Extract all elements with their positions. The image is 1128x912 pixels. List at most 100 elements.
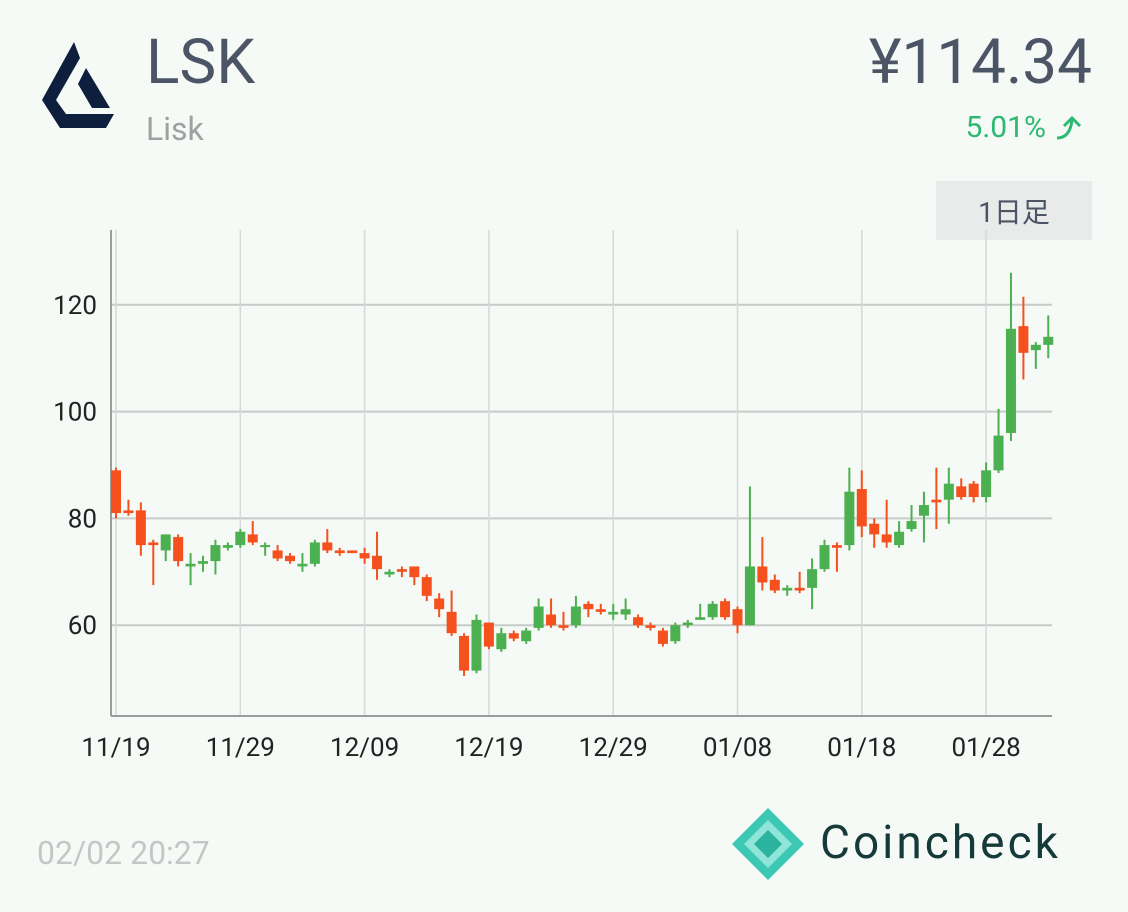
timestamp: 02/02 20:27	[37, 834, 210, 872]
candle-body	[831, 545, 842, 548]
candle-body	[260, 545, 271, 548]
candle-body	[533, 606, 544, 628]
y-tick-label: 120	[53, 291, 97, 321]
y-tick-label: 100	[53, 398, 97, 428]
interval-button[interactable]: 1日足	[936, 181, 1092, 240]
candle-body	[297, 563, 308, 567]
candle-body	[732, 609, 743, 626]
candle-body	[471, 619, 482, 671]
candle-body	[347, 550, 358, 554]
candle-body	[409, 566, 420, 578]
candle-body	[956, 486, 967, 498]
candle-body	[521, 630, 532, 642]
candle-body	[943, 483, 954, 500]
candle-body	[372, 555, 383, 570]
candle-body	[906, 521, 917, 530]
candle-body	[222, 545, 233, 548]
x-tick-label: 12/29	[579, 733, 648, 763]
x-tick-label: 01/18	[827, 733, 896, 763]
candle-body	[819, 545, 830, 570]
candle-body	[645, 625, 656, 628]
candle-body	[595, 609, 606, 612]
candle-body	[707, 603, 718, 618]
candle-body	[210, 545, 221, 562]
candle-body	[894, 531, 905, 546]
candle-body	[657, 630, 668, 644]
candle-body	[235, 531, 246, 546]
candle-body	[670, 625, 681, 642]
candle-body	[322, 542, 333, 551]
candle-body	[160, 534, 171, 551]
candle-body	[981, 470, 992, 498]
y-tick-label: 80	[68, 504, 97, 534]
candle-body	[583, 603, 594, 610]
candle-body	[782, 587, 793, 591]
candle-body	[359, 553, 370, 559]
candle-body	[968, 483, 979, 498]
candle-body	[185, 563, 196, 567]
candle-body	[173, 537, 184, 562]
brand-logo	[732, 808, 804, 880]
candle-body	[856, 489, 867, 527]
candle-body	[135, 510, 146, 546]
candle-body	[918, 505, 929, 516]
candle-body	[247, 534, 258, 543]
candle-body	[1005, 328, 1016, 433]
x-tick-label: 12/19	[454, 733, 523, 763]
candle-body	[272, 550, 283, 559]
candle-body	[434, 598, 445, 610]
candle-body	[682, 622, 693, 626]
candle-body	[148, 542, 159, 546]
candle-body	[881, 534, 892, 543]
candle-body	[869, 523, 880, 535]
x-tick-label: 01/28	[952, 733, 1021, 763]
candle-body	[633, 617, 644, 626]
candle-body	[421, 577, 432, 596]
candle-body	[309, 542, 320, 564]
candle-body	[546, 614, 557, 626]
candle-body	[993, 435, 1004, 471]
up-arrow	[1056, 115, 1082, 140]
candle-body	[459, 635, 470, 671]
chart: 60 80 100 120 11/19 11/29 12/09 12/19 12/29 01/08…	[53, 230, 1054, 763]
candle-body	[334, 550, 345, 554]
candle-body	[608, 611, 619, 615]
candle-body	[844, 491, 855, 546]
candle-body	[794, 587, 805, 591]
logo	[42, 42, 114, 128]
candle-body	[111, 470, 121, 514]
x-tick-label: 11/19	[81, 733, 150, 763]
candle-body	[570, 606, 581, 626]
x-tick-label: 01/08	[703, 733, 772, 763]
candle-body	[1018, 326, 1029, 353]
candle-body	[931, 499, 942, 503]
candle-body	[396, 569, 407, 572]
candle-body	[508, 633, 519, 639]
candle-body	[1030, 344, 1041, 351]
candle-body	[1043, 336, 1054, 345]
change: 5.01%	[965, 110, 1046, 145]
candle-body	[807, 569, 818, 588]
candle-body	[720, 601, 731, 618]
candle-body	[744, 566, 755, 626]
candle-body	[384, 571, 395, 575]
coin-name: Lisk	[146, 110, 204, 148]
candle-body	[123, 510, 134, 514]
candle-body	[769, 579, 780, 591]
symbol: LSK	[146, 26, 256, 99]
candle-body	[496, 633, 507, 650]
candle-body	[446, 611, 457, 634]
candle-body	[620, 609, 631, 615]
candle-body	[198, 561, 209, 564]
x-tick-label: 11/29	[206, 733, 275, 763]
brand: Coincheck	[820, 816, 1061, 870]
price: ¥114.34	[868, 26, 1092, 99]
candle-body	[558, 625, 569, 628]
candle-body	[285, 555, 296, 562]
candle-body	[483, 622, 494, 647]
y-tick-label: 60	[68, 611, 97, 641]
candle-body	[757, 566, 768, 583]
candle-body	[695, 617, 706, 620]
x-tick-label: 12/09	[330, 733, 399, 763]
